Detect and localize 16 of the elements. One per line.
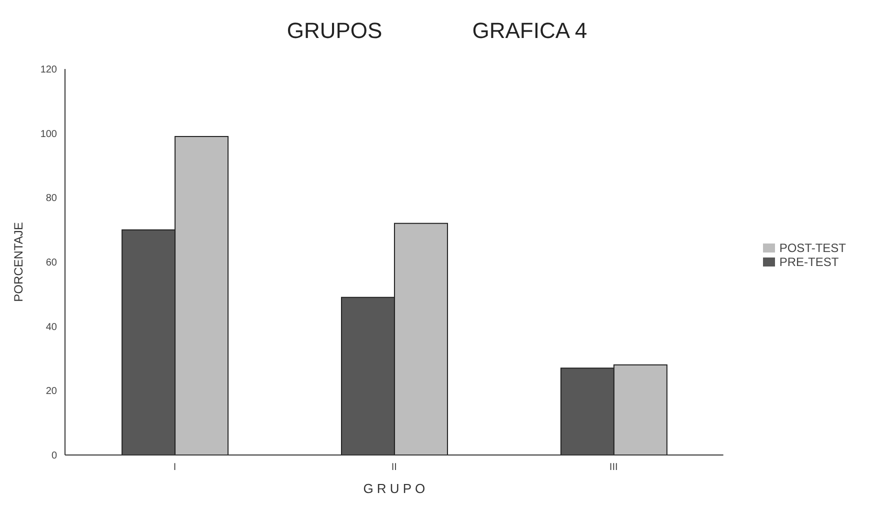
x-axis-title: G R U P O (363, 481, 426, 496)
y-axis-title: PORCENTAJE (11, 222, 26, 302)
legend-label: POST-TEST (779, 240, 846, 254)
y-tick-label: 20 (46, 386, 58, 398)
y-tick-label: 40 (46, 322, 58, 333)
y-tick-label: 80 (46, 193, 58, 204)
chart-subtitle: GRAFICA 4 (472, 18, 588, 44)
y-tick-label: 100 (40, 128, 58, 140)
chart-title: GRUPOS (286, 18, 382, 44)
x-tick-label: II (391, 462, 397, 474)
y-tick-label: 0 (51, 450, 58, 462)
x-tick-label: III (609, 462, 618, 474)
x-tick-label: I (173, 462, 176, 474)
y-tick-label: 120 (40, 64, 58, 76)
legend-label: PRE-TEST (779, 254, 839, 268)
y-tick-label: 60 (46, 258, 58, 269)
